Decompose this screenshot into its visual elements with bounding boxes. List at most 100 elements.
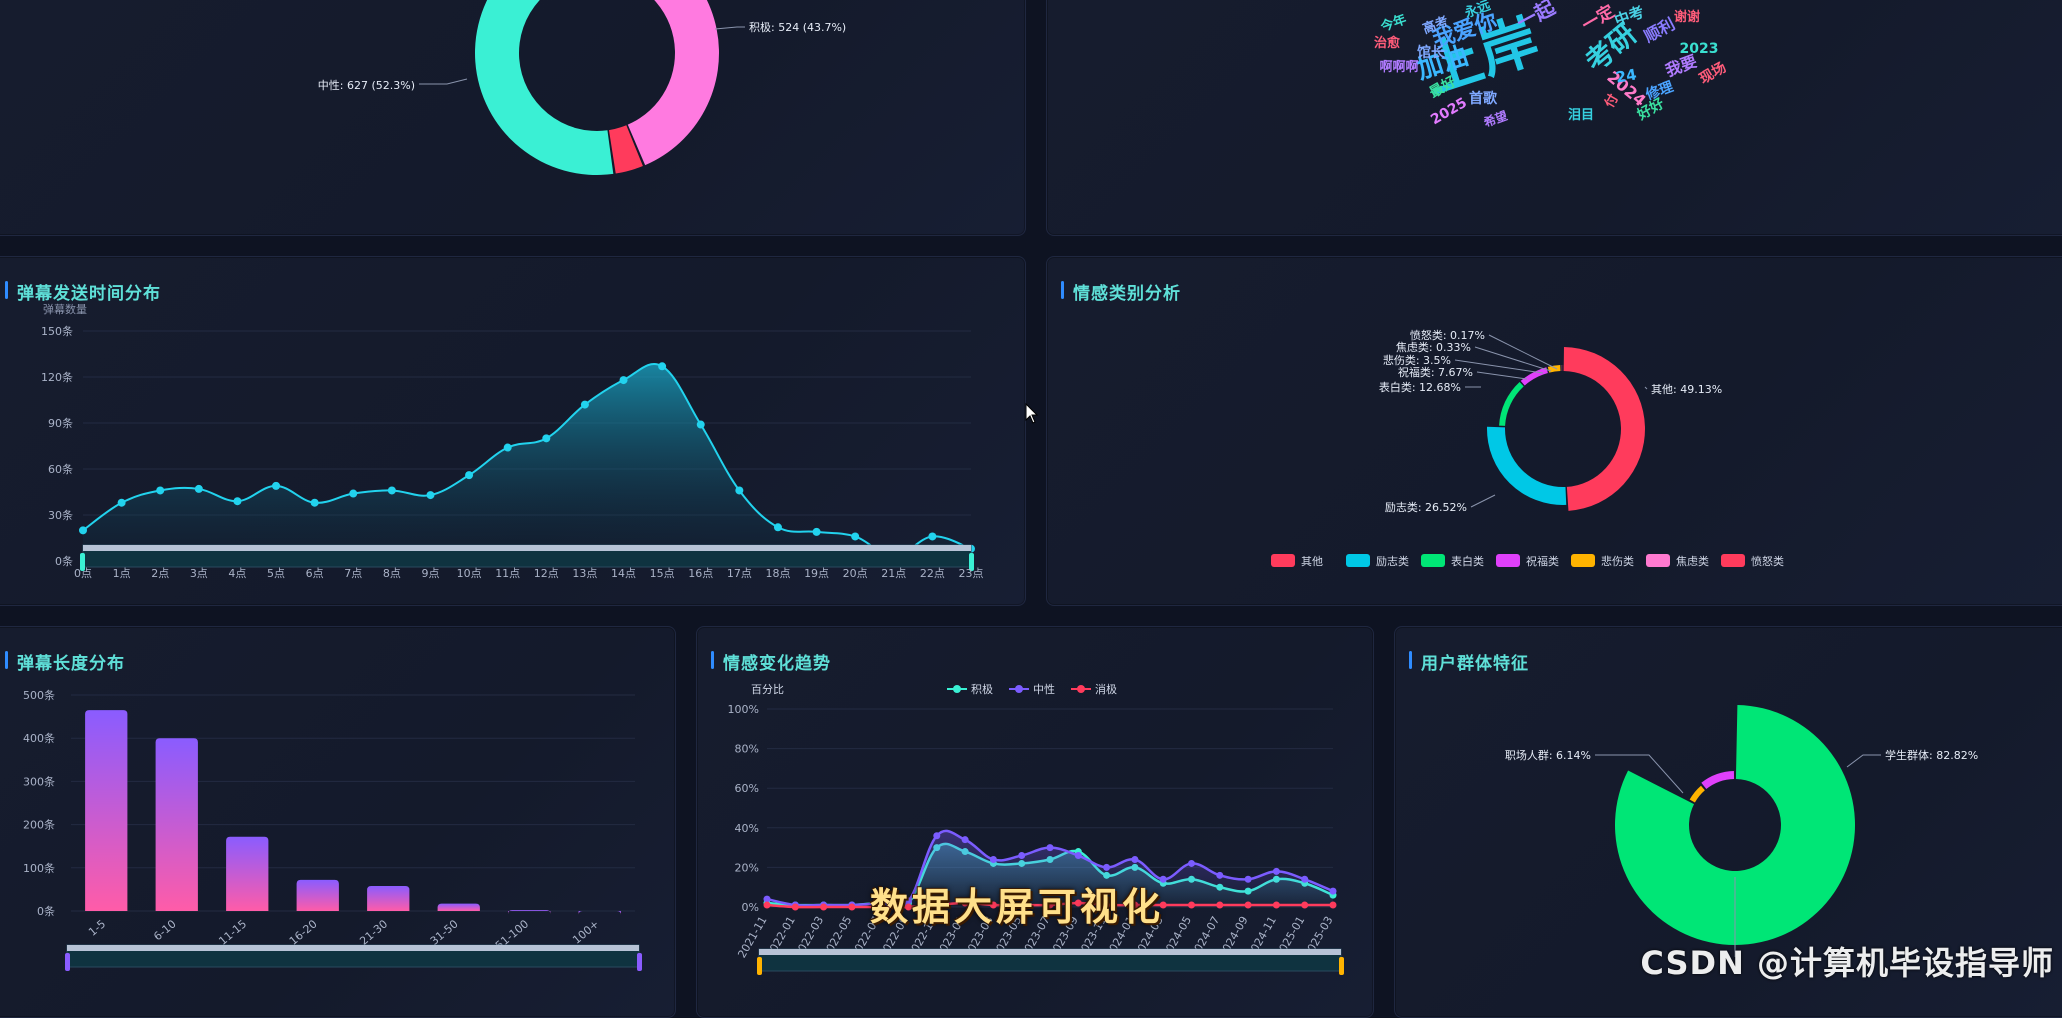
data-point-11点	[504, 444, 512, 452]
point-消极-2022-03	[820, 904, 827, 911]
legend-swatch-悲伤类	[1571, 554, 1595, 567]
data-point-1点	[118, 499, 126, 507]
x-tick-label: 2点	[151, 567, 169, 580]
bar-100+	[579, 911, 621, 915]
point-中性-2023-09	[1075, 852, 1082, 859]
zoom-handle-left	[65, 953, 70, 971]
bar-31-50	[438, 904, 480, 911]
label-leader-line	[419, 79, 467, 84]
label-leader-line	[1475, 347, 1551, 371]
legend-swatch-其他	[1271, 554, 1295, 567]
x-tick-label: 18点	[765, 567, 790, 580]
data-point-13点	[581, 401, 589, 409]
x-tick-label: 6点	[306, 567, 324, 580]
y-tick-label: 0条	[55, 554, 73, 568]
data-point-15点	[658, 362, 666, 370]
sentiment-donut-chart: 中性: 627 (52.3%)积极: 524 (43.7%)	[0, 0, 1025, 235]
legend-label-祝福类: 祝福类	[1526, 554, 1559, 568]
word-今年: 今年	[1378, 11, 1409, 35]
point-中性-2024-05	[1188, 860, 1195, 867]
emotion-label-愤怒类: 愤怒类: 0.17%	[1410, 328, 1485, 342]
word-我要: 我要	[1663, 51, 1700, 80]
emotion-slice-励志类	[1487, 427, 1566, 505]
x-tick-label: 16点	[688, 567, 713, 580]
point-中性-2024-01	[1131, 856, 1138, 863]
point-中性-2024-11	[1273, 868, 1280, 875]
legend-marker-中性	[1015, 685, 1023, 693]
x-tick-label: 5点	[267, 567, 285, 580]
legend-swatch-励志类	[1346, 554, 1370, 567]
user-label-students: 学生群体: 82.82%	[1885, 748, 1978, 762]
legend-label-积极: 积极	[971, 682, 993, 696]
emotion-label-焦虑类: 焦虑类: 0.33%	[1396, 340, 1471, 354]
label-leader-line	[1489, 335, 1557, 369]
x-tick-label: 8点	[383, 567, 401, 580]
data-point-16点	[697, 421, 705, 429]
x-tick-label: 17点	[727, 567, 752, 580]
word-啊啊啊: 啊啊啊	[1379, 60, 1418, 75]
y-tick-label: 100条	[23, 861, 55, 875]
point-消极-2021-11	[764, 902, 771, 909]
emotion-label-悲伤类: 悲伤类: 3.5%	[1383, 353, 1451, 367]
x-tick-label: 15点	[650, 567, 675, 580]
y-tick-label: 400条	[23, 731, 55, 745]
point-中性-2025-03	[1330, 888, 1337, 895]
word-顺利: 顺利	[1641, 14, 1678, 46]
point-中性-2024-09	[1245, 876, 1252, 883]
legend-label-消极: 消极	[1095, 682, 1117, 696]
x-tick-label: 23点	[959, 567, 984, 580]
label-leader-line	[1477, 372, 1527, 379]
point-中性-2023-11	[1103, 864, 1110, 871]
user-slice-其他人群	[1701, 771, 1734, 789]
y-axis-label: 弹幕数量	[43, 302, 87, 316]
y-tick-label: 30条	[48, 508, 73, 522]
x-tick-label: 7点	[344, 567, 362, 580]
zoom-handle-right	[637, 953, 642, 971]
legend-label-悲伤类: 悲伤类	[1601, 554, 1634, 568]
legend-label-中性: 中性	[1033, 682, 1055, 696]
data-point-20点	[851, 532, 859, 540]
legend-label-励志类: 励志类	[1376, 554, 1409, 568]
emotion-trend-chart: 百分比0%20%40%60%80%100%积极中性消极2021-112022-0…	[697, 627, 1373, 1017]
bar-1-5	[85, 710, 127, 911]
word-现场: 现场	[1697, 60, 1729, 88]
x-tick-label: 4点	[228, 567, 246, 580]
emotion-slice-其他	[1564, 347, 1645, 511]
x-tick-label: 6-10	[151, 917, 178, 943]
point-消极-2022-05	[848, 904, 855, 911]
data-point-22点	[928, 532, 936, 540]
legend-swatch-表白类	[1421, 554, 1445, 567]
word-馆长: 馆长	[1417, 44, 1446, 61]
word-希望: 希望	[1481, 108, 1510, 131]
word-24: 24	[1614, 65, 1638, 86]
data-point-19点	[813, 528, 821, 536]
legend-label-焦虑类: 焦虑类	[1676, 554, 1709, 568]
emotion-slice-悲伤类	[1548, 365, 1561, 373]
x-tick-label: 31-50	[428, 917, 461, 948]
bar-21-30	[367, 886, 409, 911]
x-tick-label: 10点	[457, 567, 482, 580]
legend-label-其他: 其他	[1301, 555, 1323, 568]
y-tick-label: 90条	[48, 416, 73, 430]
y-tick-label: 200条	[23, 818, 55, 832]
y-tick-label: 120条	[41, 370, 73, 384]
point-中性-2024-07	[1216, 872, 1223, 879]
x-tick-label: 21点	[881, 567, 906, 580]
y-tick-label: 80%	[735, 743, 759, 756]
y-tick-label: 60条	[48, 462, 73, 476]
y-tick-label: 500条	[23, 688, 55, 702]
y-tick-label: 0%	[742, 901, 759, 914]
data-point-6点	[311, 499, 319, 507]
emotion-label-祝福类: 祝福类: 7.67%	[1398, 365, 1473, 379]
point-消极-2025-01	[1301, 902, 1308, 909]
x-tick-label: 20点	[843, 567, 868, 580]
word-谢谢: 谢谢	[1674, 9, 1700, 25]
point-中性-2023-03	[990, 856, 997, 863]
legend-marker-积极	[953, 685, 961, 693]
point-中性-2023-01	[962, 836, 969, 843]
